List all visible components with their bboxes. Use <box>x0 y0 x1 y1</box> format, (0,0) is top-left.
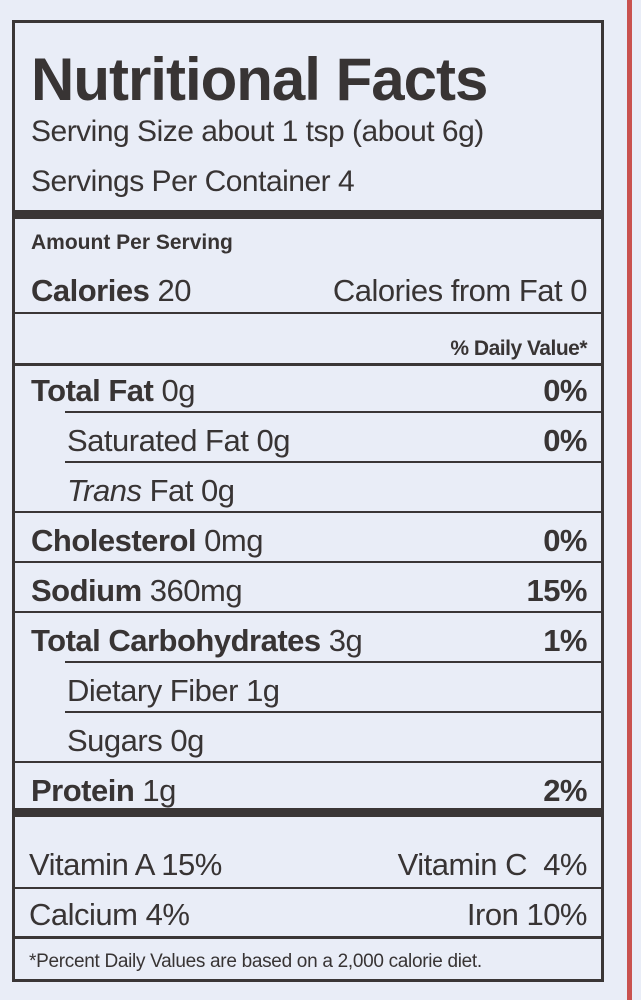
nutrient-row-trans-fat: Trans Fat 0g <box>67 467 587 509</box>
divider <box>15 887 601 889</box>
nutrient-amount: 1g <box>246 673 280 708</box>
nutrient-row-saturated-fat: Saturated Fat 0g 0% <box>67 417 587 459</box>
divider <box>15 936 601 939</box>
nutrient-dv: 1% <box>543 623 587 658</box>
nutrient-row-dietary-fiber: Dietary Fiber 1g <box>67 667 587 709</box>
iron: Iron 10% <box>466 897 588 932</box>
divider <box>15 561 601 563</box>
nutrient-dv: 0% <box>543 523 587 558</box>
nutrient-label: Total Fat <box>31 373 154 408</box>
calcium: Calcium 4% <box>29 897 190 932</box>
nutrient-amount: 0g <box>256 423 290 458</box>
nutrient-row-cholesterol: Cholesterol 0mg 0% <box>31 517 587 559</box>
divider <box>15 761 601 763</box>
nutrient-label: Sugars <box>67 723 163 758</box>
vitamin-a: Vitamin A 15% <box>29 847 222 882</box>
thick-divider <box>15 808 601 817</box>
nutrient-amount: 3g <box>328 623 363 658</box>
label-title: Nutritional Facts <box>31 46 488 113</box>
nutrient-dv: 0% <box>543 423 587 458</box>
red-edge-stripe <box>627 0 632 1000</box>
nutrient-dv: 2% <box>543 773 587 808</box>
nutrient-label: Sodium <box>31 573 142 608</box>
nutrient-dv: 15% <box>526 573 587 608</box>
nutrition-facts-panel: Nutritional Facts Serving Size about 1 t… <box>12 20 604 982</box>
nutrient-amount: 0g <box>170 723 204 758</box>
nutrient-label: Cholesterol <box>31 523 197 558</box>
divider <box>15 611 601 613</box>
nutrient-label: Saturated Fat <box>67 423 249 458</box>
servings-per-container: Servings Per Container 4 <box>31 165 355 198</box>
nutrient-row-total-carbohydrates: Total Carbohydrates 3g 1% <box>31 617 587 659</box>
vitamin-row: Vitamin A 15% Vitamin C 4% <box>29 841 588 883</box>
calories-row: Calories 20 Calories from Fat 0 <box>31 267 588 309</box>
divider <box>15 312 601 314</box>
divider <box>65 661 601 663</box>
thick-divider <box>15 210 601 219</box>
divider <box>65 411 601 413</box>
nutrient-row-protein: Protein 1g 2% <box>31 767 587 809</box>
nutrient-row-sugars: Sugars 0g <box>67 717 587 759</box>
divider <box>15 511 601 513</box>
nutrient-amount: 0mg <box>204 523 263 558</box>
daily-value-header-row: % Daily Value* <box>31 319 587 361</box>
nutrient-amount: 360mg <box>149 573 243 608</box>
mineral-row: Calcium 4% Iron 10% <box>29 891 588 933</box>
calories-value: 20 <box>157 273 191 308</box>
nutrient-amount: 1g <box>142 773 176 808</box>
daily-value-header: % Daily Value* <box>450 337 587 360</box>
nutrient-amount: 0g <box>201 473 235 508</box>
nutrient-label: Fat <box>149 473 194 508</box>
vitamin-c: Vitamin C 4% <box>397 847 588 882</box>
divider <box>65 461 601 463</box>
nutrient-dv: 0% <box>543 373 587 408</box>
nutrient-amount: 0g <box>161 373 196 408</box>
footnote: *Percent Daily Values are based on a 2,0… <box>29 951 482 972</box>
nutrient-label: Total Carbohydrates <box>31 623 321 658</box>
nutrient-row-total-fat: Total Fat 0g 0% <box>31 367 587 409</box>
serving-size: Serving Size about 1 tsp (about 6g) <box>31 115 484 148</box>
calories-label: Calories <box>31 273 150 308</box>
amount-per-serving: Amount Per Serving <box>31 231 233 254</box>
calories-from-fat: Calories from Fat 0 <box>332 273 588 308</box>
nutrient-label: Protein <box>31 773 135 808</box>
divider <box>65 711 601 713</box>
nutrient-label-italic: Trans <box>67 473 142 508</box>
nutrient-label: Dietary Fiber <box>67 673 238 708</box>
divider <box>15 363 601 366</box>
nutrient-row-sodium: Sodium 360mg 15% <box>31 567 587 609</box>
